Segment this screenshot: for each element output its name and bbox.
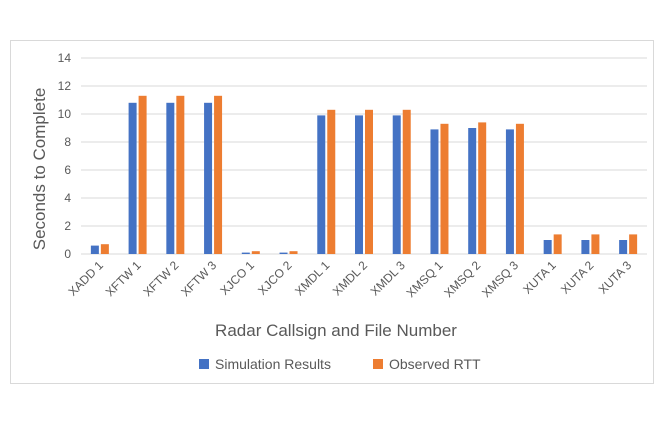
bar-observed	[327, 109, 336, 254]
bar-observed	[515, 123, 524, 254]
bar-observed	[289, 251, 298, 254]
y-tick-label: 8	[64, 135, 71, 149]
x-tick-label: XUTA 1	[520, 258, 559, 297]
bar-simulation	[468, 128, 477, 254]
x-axis-title: Radar Callsign and File Number	[215, 321, 457, 340]
y-tick-label: 12	[58, 79, 72, 93]
bars	[90, 95, 638, 255]
x-tick-label: XUTA 3	[596, 258, 635, 297]
bar-simulation	[619, 240, 628, 254]
bar-simulation	[505, 129, 514, 254]
bar-simulation	[355, 115, 363, 255]
x-tick-label: XJCO 2	[255, 258, 295, 298]
bar-observed	[100, 244, 109, 254]
bar-observed	[214, 95, 223, 254]
x-tick-label: XFTW 1	[103, 258, 144, 299]
bar-simulation	[317, 115, 326, 255]
bar-observed	[553, 234, 562, 254]
bar-observed	[478, 122, 487, 255]
bar-simulation	[166, 102, 175, 254]
y-tick-label: 4	[64, 191, 71, 205]
bar-simulation	[392, 115, 401, 255]
legend-swatch	[373, 359, 383, 369]
x-tick-label: XJCO 1	[217, 258, 257, 298]
x-tick-label: XMDL 2	[330, 258, 370, 298]
y-tick-label: 10	[58, 107, 72, 121]
y-tick-label: 6	[64, 163, 71, 177]
x-tick-label: XADD 1	[65, 258, 106, 299]
bar-observed	[591, 234, 600, 254]
bar-observed	[440, 123, 449, 254]
y-tick-labels: 0 2 4 6 8 10 12 14	[58, 51, 72, 261]
bar-simulation	[128, 102, 137, 254]
x-tick-label: XMDL 1	[292, 258, 332, 298]
legend-swatch	[199, 359, 209, 369]
y-tick-label: 2	[64, 219, 71, 233]
y-tick-label: 0	[64, 247, 71, 261]
bar-simulation	[430, 129, 439, 254]
x-tick-label: XFTW 2	[140, 258, 181, 299]
x-tick-label: XFTW 3	[178, 258, 219, 299]
bar-observed	[365, 109, 373, 254]
x-tick-label: XUTA 2	[558, 258, 597, 297]
bar-simulation	[581, 240, 590, 254]
bar-simulation	[204, 102, 213, 254]
bar-observed	[176, 95, 185, 254]
chart-frame: 0 2 4 6 8 10 12 14 XADD 1 XFTW 1 XFTW 2 XFTW 3 XJCO…	[10, 40, 654, 384]
bar-observed	[138, 95, 147, 254]
bar-simulation	[543, 240, 552, 254]
legend-label: Simulation Results	[215, 356, 331, 372]
bar-simulation	[241, 252, 250, 254]
bar-simulation	[279, 252, 288, 254]
legend-label: Observed RTT	[389, 356, 481, 372]
legend: Simulation Results Observed RTT	[199, 356, 481, 372]
gridlines	[81, 57, 647, 255]
x-tick-label: XMDL 3	[368, 258, 408, 298]
x-tick-label: XMSQ 3	[479, 258, 521, 300]
bar-simulation	[90, 245, 99, 254]
bar-observed	[629, 234, 638, 254]
bar-observed	[402, 109, 411, 254]
y-axis-title: Seconds to Complete	[30, 88, 49, 251]
y-tick-label: 14	[58, 51, 72, 65]
x-tick-label: XMSQ 2	[441, 258, 483, 300]
bar-observed	[251, 251, 260, 254]
x-tick-label: XMSQ 1	[404, 258, 446, 300]
